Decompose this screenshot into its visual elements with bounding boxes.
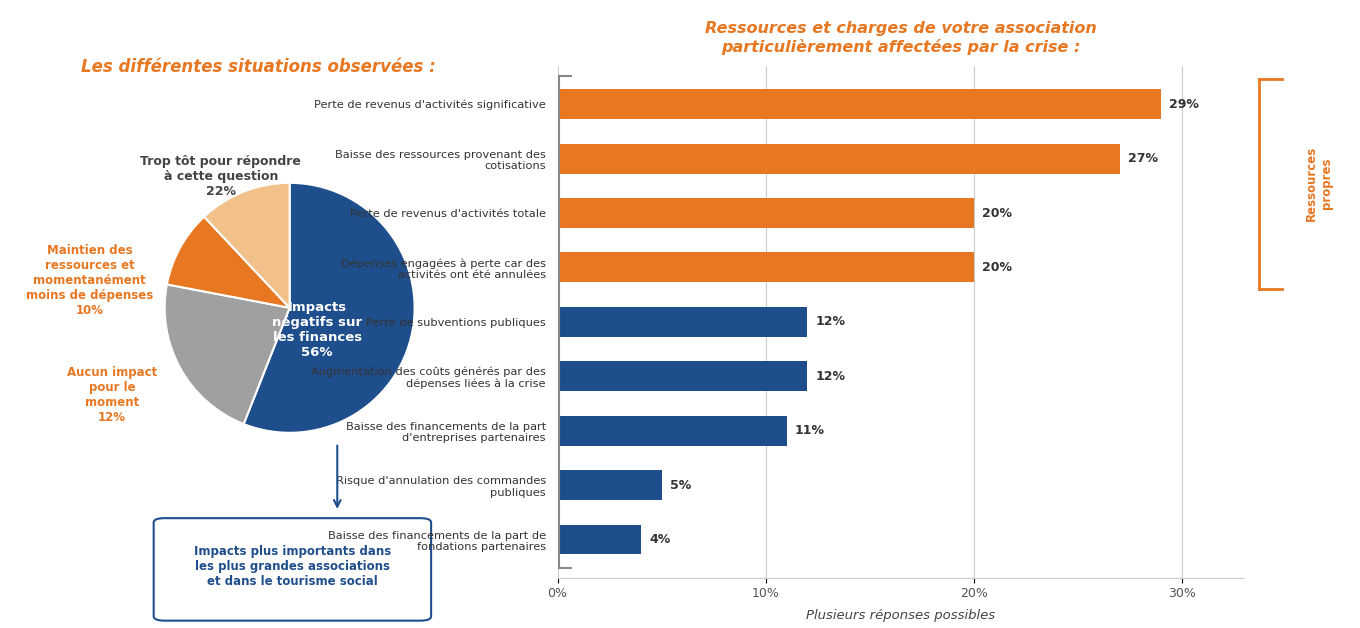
Text: 20%: 20%	[982, 261, 1012, 274]
Text: Impacts
négatifs sur
les finances
56%: Impacts négatifs sur les finances 56%	[272, 301, 362, 359]
Wedge shape	[167, 217, 290, 308]
Bar	[558, 89, 1161, 119]
Bar	[558, 416, 786, 446]
Text: 27%: 27%	[1127, 152, 1157, 165]
Text: 4%: 4%	[649, 533, 670, 546]
Bar	[558, 198, 974, 228]
Text: 20%: 20%	[982, 207, 1012, 220]
Wedge shape	[204, 183, 290, 308]
Bar	[558, 307, 808, 337]
Text: 12%: 12%	[816, 315, 846, 328]
Text: 5%: 5%	[670, 479, 691, 492]
X-axis label: Plusieurs réponses possibles: Plusieurs réponses possibles	[806, 609, 996, 622]
Text: Ressources
propres: Ressources propres	[1304, 146, 1333, 221]
Text: Maintien des
ressources et
momentanément
moins de dépenses
10%: Maintien des ressources et momentanément…	[26, 244, 154, 317]
Text: Aucun impact
pour le
moment
12%: Aucun impact pour le moment 12%	[67, 366, 158, 425]
Bar	[558, 144, 1119, 173]
Text: Les différentes situations observées :: Les différentes situations observées :	[82, 58, 435, 76]
Bar	[558, 252, 974, 283]
Text: Trop tôt pour répondre
à cette question
22%: Trop tôt pour répondre à cette question …	[140, 155, 302, 198]
Text: 29%: 29%	[1170, 98, 1200, 111]
FancyBboxPatch shape	[154, 518, 431, 620]
Text: Impacts plus importants dans
les plus grandes associations
et dans le tourisme s: Impacts plus importants dans les plus gr…	[193, 544, 392, 588]
Text: 12%: 12%	[816, 370, 846, 383]
Bar	[558, 524, 641, 555]
Wedge shape	[243, 183, 415, 433]
Wedge shape	[165, 284, 290, 424]
Title: Ressources et charges de votre association
particulièrement affectées par la cri: Ressources et charges de votre associati…	[704, 21, 1098, 55]
Bar	[558, 361, 808, 391]
Bar	[558, 470, 662, 500]
Text: 11%: 11%	[794, 424, 826, 437]
